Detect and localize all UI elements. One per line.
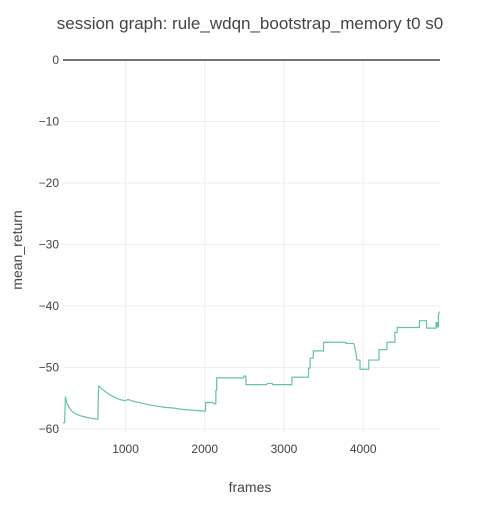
x-tick-label: 4000 (350, 442, 377, 456)
y-tick-label: −60 (39, 422, 60, 436)
x-tick-label: 2000 (191, 442, 218, 456)
gridlines (63, 59, 440, 432)
y-tick-label: −30 (39, 237, 60, 251)
y-tick-label: −50 (39, 360, 60, 374)
x-axis-tick-labels: 1000 2000 3000 4000 (112, 442, 377, 456)
y-tick-label: −40 (39, 299, 60, 313)
y-axis-title: mean_return (9, 210, 25, 289)
series-line (63, 311, 440, 424)
y-axis-tick-labels: 0 −10 −20 −30 −40 −50 −60 (39, 53, 60, 436)
chart-title: session graph: rule_wdqn_bootstrap_memor… (57, 14, 444, 33)
y-tick-label: −20 (39, 176, 60, 190)
y-tick-label: −10 (39, 114, 60, 128)
y-tick-label: 0 (52, 53, 59, 67)
series-layer (63, 311, 440, 424)
x-axis-title: frames (229, 479, 272, 495)
x-tick-label: 3000 (271, 442, 298, 456)
x-tick-label: 1000 (112, 442, 139, 456)
